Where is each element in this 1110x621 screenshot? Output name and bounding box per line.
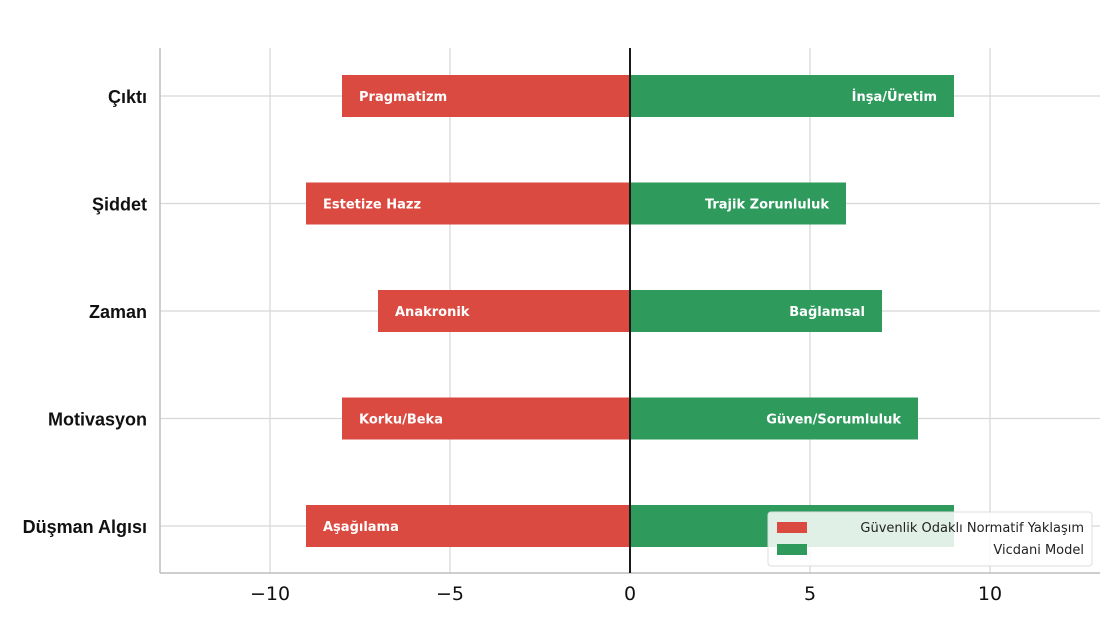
bar-vicdani <box>630 290 882 332</box>
bar-normative <box>306 182 630 225</box>
x-tick-label: −5 <box>436 583 464 605</box>
bar-normative <box>342 75 630 117</box>
bar-normative <box>342 397 630 440</box>
legend-box <box>767 511 1093 567</box>
bar-vicdani <box>630 75 954 117</box>
category-label: Düşman Algısı <box>23 517 147 537</box>
bar-label: Trajik Zorunluluk <box>705 198 829 213</box>
bar-label: Estetize Hazz <box>323 198 421 213</box>
bar-label: Güven/Sorumluluk <box>766 413 901 428</box>
category-label: Çıktı <box>108 87 147 107</box>
legend-swatch-vicdani <box>777 544 807 555</box>
bar-label-layer: Pragmatizm Estetize Hazz Anakronik Korku/Be… <box>323 89 937 535</box>
legend-entry: Güvenlik Odaklı Normatif Yaklaşım <box>860 521 1084 536</box>
bar-label: Aşağılama <box>323 520 399 535</box>
bar-label: Anakronik <box>395 305 470 320</box>
x-tick-label: 0 <box>624 583 636 605</box>
legend: Güvenlik Odaklı Normatif Yaklaşım Vicdani… <box>767 511 1093 567</box>
bar-label: Bağlamsal <box>789 305 865 320</box>
legend-entry: Vicdani Model <box>993 543 1084 558</box>
axis-layer: Çıktı Şiddet Zaman Motivasyon Düşman Algısı −… <box>23 48 1100 605</box>
x-tick-label: −10 <box>250 583 290 605</box>
category-label: Motivasyon <box>48 410 147 430</box>
x-tick-label: 10 <box>978 583 1002 605</box>
x-tick-label: 5 <box>804 583 816 605</box>
bar-label: Korku/Beka <box>359 413 443 428</box>
bar-normative <box>306 505 630 547</box>
bar-normative <box>378 290 630 332</box>
category-label: Zaman <box>89 302 147 322</box>
bar-label: Pragmatizm <box>359 90 447 105</box>
bar-vicdani <box>630 182 846 225</box>
category-label: Şiddet <box>92 195 147 215</box>
bar-label: İnşa/Üretim <box>852 89 937 105</box>
bar-vicdani <box>630 397 918 440</box>
legend-swatch-normative <box>777 522 807 533</box>
